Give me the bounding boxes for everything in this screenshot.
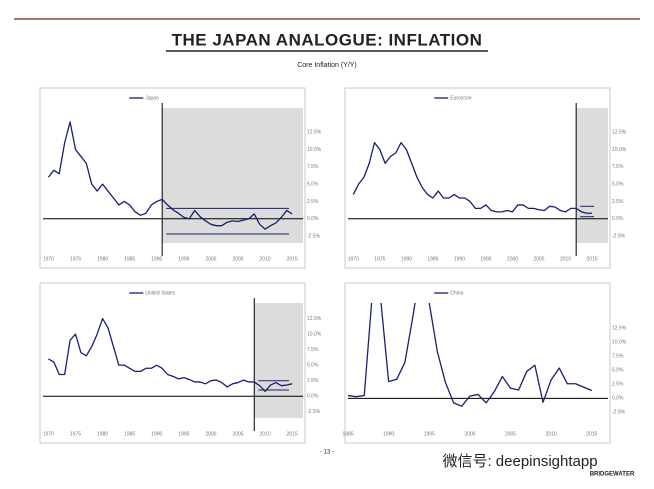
y-tick-label: 12.5% [612, 130, 627, 136]
page-number: - 13 - [320, 450, 334, 456]
x-tick-label: 2015 [287, 431, 298, 437]
x-tick-label: 1995 [178, 256, 189, 262]
y-tick-label: 10.0% [307, 147, 322, 153]
x-tick-label: 1975 [374, 256, 385, 262]
plot-area [47, 121, 293, 230]
x-tick-label: 1990 [383, 431, 394, 437]
x-tick-label: 1995 [424, 431, 435, 437]
x-tick-label: 1990 [151, 431, 162, 437]
x-tick-label: 1995 [178, 431, 189, 437]
y-tick-label: 5.0% [612, 181, 624, 187]
x-tick-label: 2010 [260, 431, 271, 437]
x-tick-label: 1980 [97, 431, 108, 437]
x-tick-label: 2010 [546, 431, 557, 437]
x-tick-label: 2015 [586, 431, 597, 437]
x-tick-label: 1985 [124, 431, 135, 437]
x-tick-label: 2000 [205, 431, 216, 437]
slide-title: THE JAPAN ANALOGUE: INFLATION [172, 30, 483, 49]
y-tick-label: 10.0% [612, 340, 627, 346]
y-tick-label: -2.5% [307, 409, 321, 415]
x-tick-label: 2010 [260, 256, 271, 262]
x-tick-label: 1985 [342, 431, 353, 437]
panel-frame [344, 87, 611, 269]
x-tick-label: 1975 [70, 256, 81, 262]
x-tick-label: 1990 [151, 256, 162, 262]
y-tick-label: 2.5% [307, 378, 319, 384]
x-tick-label: 2015 [587, 256, 598, 262]
y-tick-label: 5.0% [612, 368, 624, 374]
x-tick-label: 1970 [43, 431, 54, 437]
y-tick-label: -2.5% [307, 233, 321, 239]
legend-label: Eurozone [450, 95, 472, 101]
subtitle: Core Inflation (Y/Y) [297, 62, 357, 69]
y-tick-label: 0.0% [612, 396, 624, 402]
y-tick-label: 7.5% [307, 347, 319, 353]
x-tick-label: 1970 [43, 256, 54, 262]
y-tick-label: 12.5% [307, 130, 322, 136]
y-tick-label: 7.5% [612, 164, 624, 170]
y-tick-label: 2.5% [612, 199, 624, 205]
y-tick-label: 12.5% [612, 326, 627, 332]
series-line [48, 317, 293, 392]
x-tick-label: 1980 [97, 256, 108, 262]
x-tick-label: 2015 [287, 256, 298, 262]
series-line [352, 141, 593, 214]
y-tick-label: 0.0% [307, 394, 319, 400]
x-tick-label: 1975 [70, 431, 81, 437]
x-tick-label: 2010 [560, 256, 571, 262]
x-tick-label: 1995 [480, 256, 491, 262]
legend-label: United States [145, 290, 176, 296]
x-tick-label: 2000 [464, 431, 475, 437]
shaded-period [254, 303, 303, 418]
y-tick-label: 2.5% [307, 199, 319, 205]
y-tick-label: 2.5% [612, 382, 624, 388]
panel-frame [344, 282, 611, 444]
legend-label: China [450, 290, 463, 296]
y-tick-label: -2.5% [612, 410, 626, 416]
y-tick-label: 10.0% [612, 147, 627, 153]
plot-area [348, 303, 592, 407]
x-tick-label: 1990 [454, 256, 465, 262]
y-tick-label: 10.0% [307, 331, 322, 337]
x-tick-label: 1980 [401, 256, 412, 262]
y-tick-label: 0.0% [612, 216, 624, 222]
shaded-period [576, 108, 608, 243]
series-line [348, 303, 592, 407]
x-tick-label: 2005 [232, 431, 243, 437]
brand: BRIDGEWATER [590, 472, 635, 478]
y-tick-label: 7.5% [307, 164, 319, 170]
series-line [47, 121, 293, 230]
x-tick-label: 2005 [232, 256, 243, 262]
plot-area [352, 141, 593, 214]
x-tick-label: 2005 [533, 256, 544, 262]
y-tick-label: 0.0% [307, 216, 319, 222]
y-tick-label: 12.5% [307, 316, 322, 322]
x-tick-label: 1970 [348, 256, 359, 262]
x-tick-label: 1985 [124, 256, 135, 262]
x-tick-label: 1985 [427, 256, 438, 262]
x-tick-label: 2000 [205, 256, 216, 262]
legend-label: Japan [145, 95, 159, 101]
x-tick-label: 2000 [507, 256, 518, 262]
y-tick-label: 5.0% [307, 181, 319, 187]
x-tick-label: 2005 [505, 431, 516, 437]
y-tick-label: 5.0% [307, 362, 319, 368]
plot-area [48, 317, 293, 392]
watermark: 微信号: deepinsightapp [442, 453, 597, 470]
y-tick-label: 7.5% [612, 354, 624, 360]
y-tick-label: -2.5% [612, 233, 626, 239]
shaded-period [162, 108, 303, 243]
